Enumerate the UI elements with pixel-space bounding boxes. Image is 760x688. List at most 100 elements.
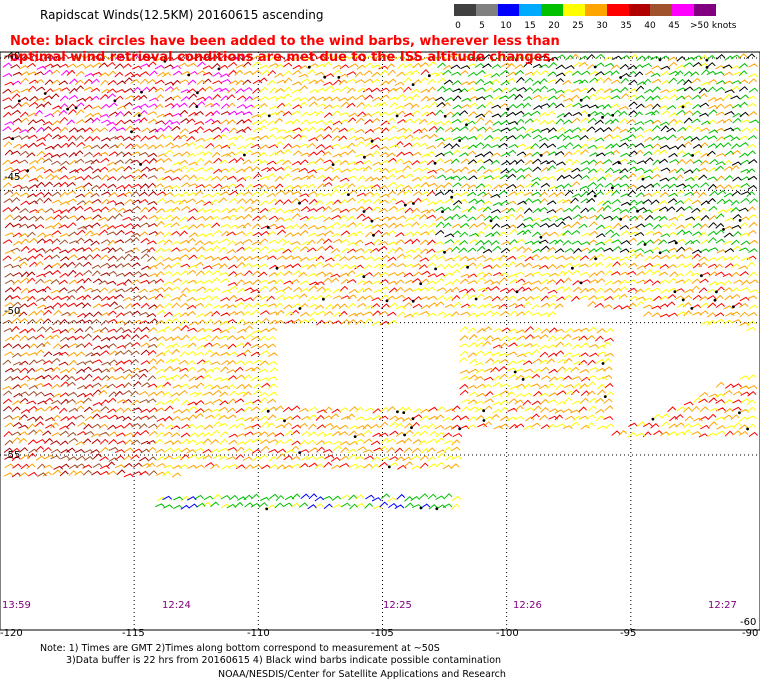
contamination-dot [450,195,454,199]
scale-label-25: 25 [572,21,584,31]
contamination-dot [579,281,583,285]
contamination-dot [396,410,399,414]
contamination-dot [298,451,302,454]
contamination-dot [403,433,406,437]
contamination-dot [370,219,374,223]
contamination-dot [217,67,221,71]
contamination-dot [435,507,439,511]
contamination-dot [458,139,461,143]
contamination-dot [419,506,423,510]
scale-label-50-knots: >50 knots [690,21,737,31]
scale-swatch-6 [584,4,607,16]
contamination-dot [412,202,415,205]
scale-swatch-0 [454,4,476,16]
contamination-dot [594,257,597,261]
note-line-1: Note: black circles have been added to t… [10,34,560,49]
contamination-dot [130,130,133,134]
contamination-dot [347,193,350,197]
contamination-dot [515,290,519,294]
contamination-dot [681,105,685,109]
contamination-dot [17,99,21,103]
wind-barb-set [2,53,255,134]
contamination-dot [66,107,69,111]
contamination-dot [641,177,645,181]
contamination-dot [465,123,468,127]
contamination-dot [403,203,407,207]
scale-swatch-4 [541,4,564,16]
scale-swatch-5 [563,4,585,16]
contamination-dot [482,409,486,413]
scale-label-15: 15 [524,21,536,31]
scale-label-30: 30 [596,21,608,31]
contamination-dot [275,266,279,270]
contamination-dot [643,243,647,246]
contamination-dot [700,274,703,278]
lon-label-110: -110 [247,628,270,639]
wind-barb-set [2,53,758,478]
time-label-1224: 12:24 [162,600,191,611]
scale-swatch-1 [475,4,498,16]
contamination-dot [372,233,375,237]
scale-swatch-8 [628,4,651,16]
map-title: Rapidscat Winds(12.5KM) 20160615 ascendi… [40,8,324,22]
scale-swatch-9 [650,4,673,16]
contamination-dot [243,153,246,157]
contamination-dot [705,66,709,69]
contamination-dot [395,114,399,118]
lon-label-90: -90 [742,628,759,639]
contamination-dot [402,411,406,414]
wind-barb-set [2,53,759,478]
lon-label-95: -95 [620,628,637,639]
footer-note-line-2: 3)Data buffer is 22 hrs from 20160615 4)… [66,655,502,666]
color-scale-bar [454,4,716,16]
wind-speed-color-scale: 0 5 10 15 20 25 30 35 40 45 >50 knots [454,4,737,34]
time-label-1227: 12:27 [708,600,737,611]
contamination-dot [419,282,423,286]
map-background [0,52,760,630]
contamination-dot [74,106,78,110]
contamination-dot [43,92,47,95]
footer-credit: NOAA/NESDIS/Center for Satellite Applica… [218,669,506,680]
contamination-dot [619,76,622,79]
contamination-dot [515,58,518,62]
contamination-dot [601,116,604,119]
contamination-dot [443,250,446,254]
lon-label-120: -120 [0,628,23,639]
contamination-dot [353,435,357,438]
contamination-dot [746,427,749,431]
lat-label-50: -50 [4,306,21,317]
contamination-dot [474,297,478,301]
contamination-dot [433,161,437,165]
contamination-dot [658,251,662,255]
contamination-dot [363,155,366,159]
contamination-dot [434,267,437,271]
contamination-dot [266,226,270,229]
contamination-dot [26,169,30,173]
contamination-dot [427,74,431,78]
scale-label-40: 40 [644,21,656,31]
scale-label-45: 45 [668,21,680,31]
contamination-dot [636,209,639,213]
contamination-dot [691,154,694,157]
contamination-dot [267,114,271,118]
contamination-dot [617,161,621,165]
contamination-dot [738,219,742,222]
contamination-dot [513,370,517,374]
contamination-circles [11,57,749,511]
contamination-dot [441,210,444,214]
lon-label-115: -115 [122,628,145,639]
contamination-dot [265,507,269,511]
lon-label-100: -100 [496,628,519,639]
scale-swatch-7 [606,4,629,16]
contamination-dot [385,299,389,303]
contamination-dot [11,137,15,141]
contamination-dot [443,114,447,118]
contamination-dot [601,362,605,365]
wind-barb-set [154,53,760,510]
contamination-dot [140,90,143,94]
contamination-dot [331,163,335,167]
contamination-dot [139,163,143,166]
contamination-dot [362,210,366,213]
scale-label-20: 20 [548,21,560,31]
contamination-dot [732,305,735,309]
